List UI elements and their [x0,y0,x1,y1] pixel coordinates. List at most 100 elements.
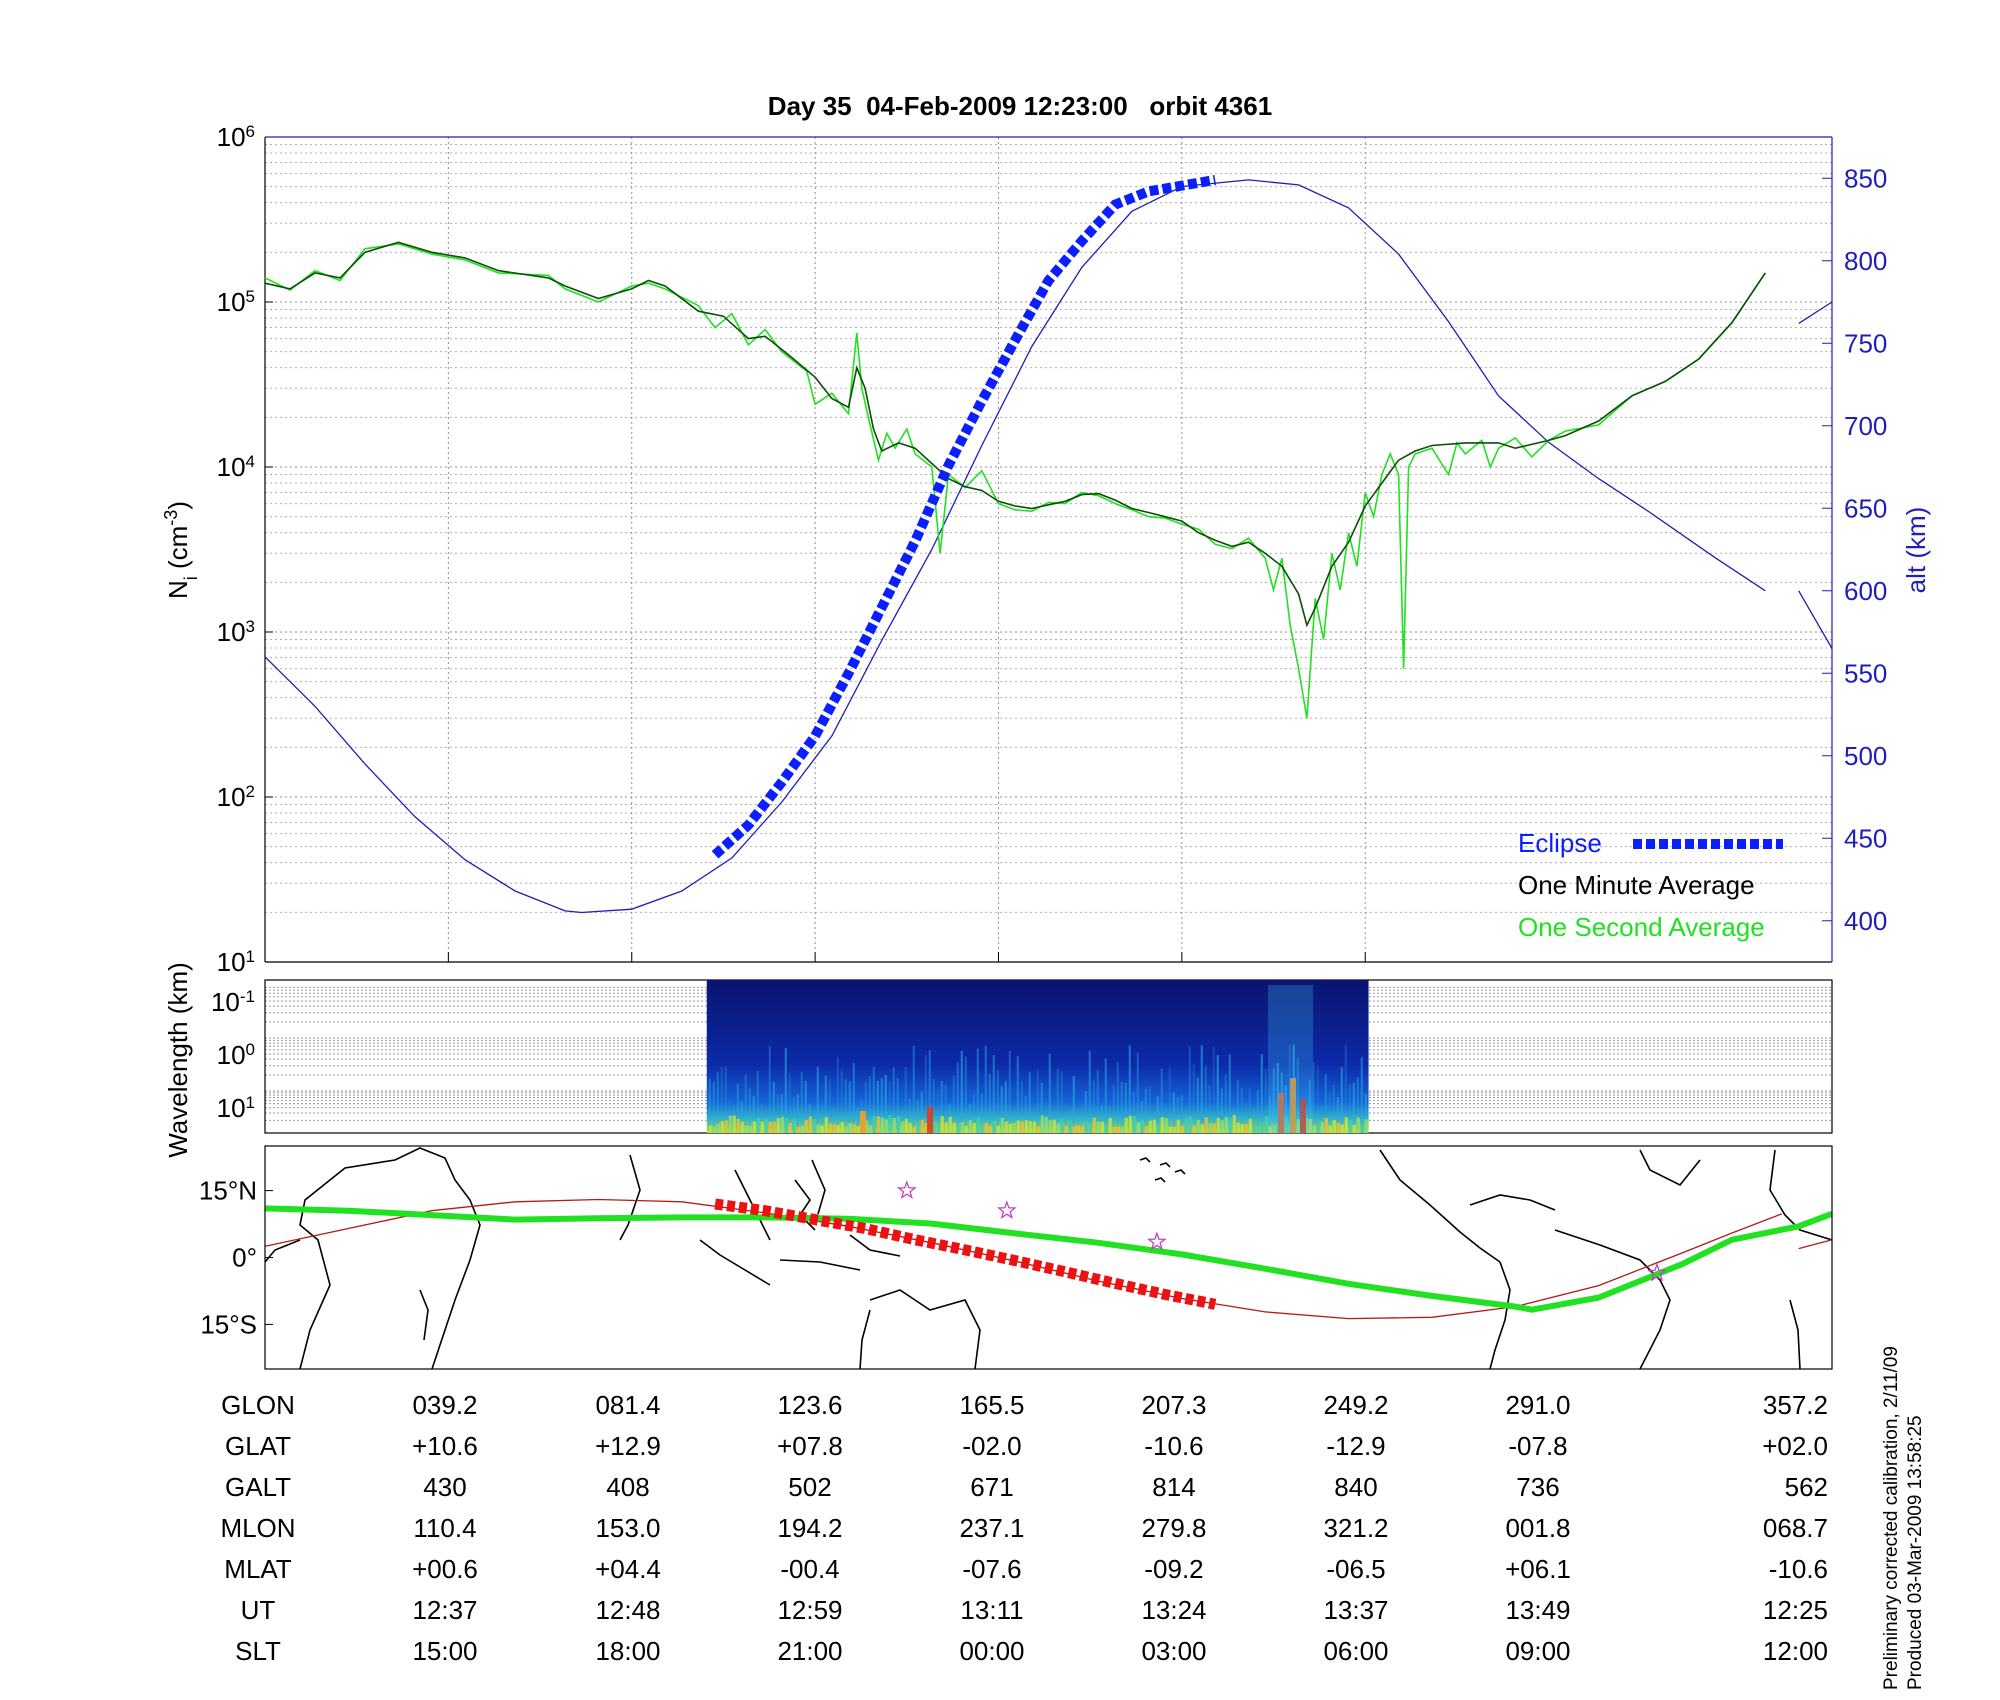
spectrum-streak [1128,1045,1131,1133]
spectrum-low-band [1052,1119,1056,1133]
spectrum-low-band [1208,1123,1212,1133]
spectrum-streak [1296,1057,1299,1133]
y2-tick-label: 400 [1844,906,1887,936]
spectrum-low-band [864,1120,868,1133]
spectrum-low-band [956,1124,960,1133]
coastline [1554,1229,1671,1369]
y-tick-label-base: 10 [217,782,246,812]
spectrum-low-band [1236,1122,1240,1133]
spectrum-low-band [1132,1116,1136,1133]
spectrum-streak [1096,1069,1099,1133]
coastline [265,1239,301,1263]
spectrum-streak [772,1082,775,1133]
spectrum-low-band [908,1123,912,1133]
spectrum-low-band [876,1116,880,1133]
spectrum-low-band [1212,1123,1216,1133]
spectrum-streak [1056,1068,1059,1133]
spectrum-low-band [808,1116,812,1133]
spectrum-streak [1316,1066,1319,1133]
spectrum-streak [1100,1105,1103,1133]
ylabel-base: N [163,580,193,599]
spectrum-streak [744,1074,747,1133]
table-cell: +04.4 [595,1554,661,1584]
spectrum-streak [1224,1073,1227,1133]
spectrum-streak [708,1078,711,1133]
ground-track-map: 15°N 0° 15°S [199,1145,1833,1370]
spectrum-low-band [1060,1118,1064,1133]
table-cell: 207.3 [1141,1390,1206,1420]
spectrum-low-band [760,1121,764,1133]
spectrum-low-band [1184,1118,1188,1133]
spectrum-streak [816,1066,819,1133]
spectrum-low-band [1000,1117,1004,1133]
spectrum-low-band [1316,1124,1320,1133]
spectrum-streak [1000,1086,1003,1133]
spectrum-low-band [1100,1121,1104,1133]
spectrum-streak [1156,1096,1159,1133]
table-cell: 279.8 [1141,1513,1206,1543]
spectrum-streak [912,1045,915,1133]
y-tick-label: 101 [217,947,255,978]
spectrum-streak [1240,1087,1243,1133]
spectrum-low-band [1140,1120,1144,1133]
table-row-label: GLAT [225,1431,291,1461]
spectrum-low-band [780,1116,784,1133]
spectrum-streak [944,1084,947,1133]
y-tick-label-base: 10 [217,287,246,317]
table-cell: 123.6 [777,1390,842,1420]
legend-eclipse-label: Eclipse [1518,828,1602,858]
table-cell: 840 [1334,1472,1377,1502]
spectrum-low-band [944,1122,948,1133]
table-cell: 18:00 [595,1636,660,1666]
table-cell: 110.4 [413,1513,476,1543]
y2-tick-label: 600 [1844,576,1887,606]
spectrum-streak [952,1075,955,1133]
spectrum-low-band [1056,1123,1060,1133]
ylabel-close: ) [163,501,193,510]
spectrum-low-band [788,1123,792,1133]
spectrum-low-band [940,1116,944,1133]
spectrum-low-band [1136,1122,1140,1133]
spectrum-streak [1272,1068,1275,1133]
spectrum-hotspot [860,1111,866,1133]
coastline [794,1179,816,1231]
spectrum-streak [960,1050,963,1133]
spectrum-streak [848,1081,851,1133]
spectrum-streak [972,1093,975,1133]
table-cell: 001.8 [1505,1513,1570,1543]
y-tick-label: 104 [217,452,255,483]
spectrum-low-band [1036,1125,1040,1133]
table-cell: -10.6 [1769,1554,1828,1584]
spectrum-low-band [1328,1125,1332,1133]
wavelength-tick-label-base: 10 [217,1040,246,1070]
spectrum-low-band [752,1121,756,1133]
spectrum-streak [824,1075,827,1133]
spectrum-streak [1276,1063,1279,1133]
table-cell: 291.0 [1505,1390,1570,1420]
spectrum-streak [1328,1092,1331,1133]
spectrum-low-band [1076,1125,1080,1133]
table-cell: 13:49 [1505,1595,1570,1625]
spectrum-streak [868,1076,871,1133]
spectrum-streak [1140,1101,1143,1133]
wavelength-tick-label-base: 10 [217,1093,246,1123]
y2-tick-label: 850 [1844,163,1887,193]
y2-tick-label: 650 [1844,493,1887,523]
spectrum-streak [1080,1105,1083,1133]
table-cell: -02.0 [962,1431,1021,1461]
table-cell: 357.2 [1763,1390,1828,1420]
spectrum-streak [1148,1086,1151,1133]
y2-tick-label: 450 [1844,823,1887,853]
magnetic-equator-star [896,1180,917,1200]
table-cell: +00.6 [412,1554,478,1584]
spectrum-low-band [1272,1124,1276,1133]
spectrum-low-band [1340,1124,1344,1133]
spectrum-low-band [1008,1124,1012,1133]
spectrum-streak [1016,1055,1019,1133]
coastline [1174,1169,1186,1175]
spectrum-streak [1144,1088,1147,1133]
spectrum-streak [1244,1102,1247,1133]
table-cell: +06.1 [1505,1554,1571,1584]
spectrum-streak [776,1094,779,1133]
